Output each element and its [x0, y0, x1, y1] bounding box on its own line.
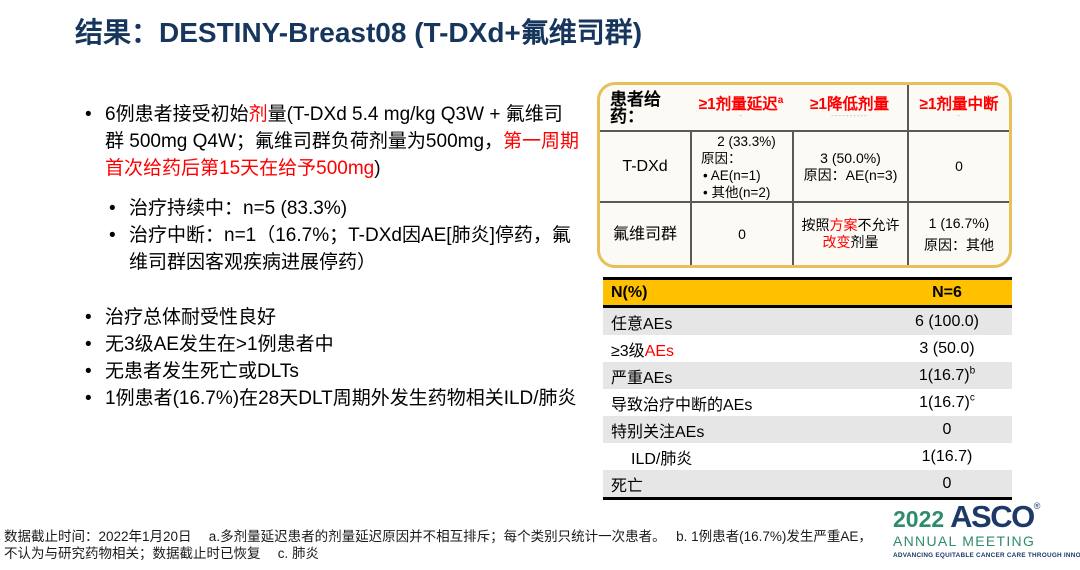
dosing-cell-fulvestrant-reduce: 按照方案不允许改变剂量: [792, 201, 907, 265]
dosing-cell-tdxd-interrupt: 0: [907, 130, 1009, 201]
ae-table-header-row: N(%) N=6: [603, 280, 1012, 308]
dosing-cell-fulvestrant-delay: 0: [690, 201, 792, 265]
table-row: ≥3级AEs 3 (50.0): [611, 339, 975, 360]
page-title: 结果：DESTINY-Breast08 (T-DXd+氟维司群): [75, 17, 643, 48]
bullet-deaths-dlts: 无患者发生死亡或DLTs: [80, 358, 580, 385]
table-row: ILD/肺炎 1(16.7): [631, 447, 973, 468]
footnotes: 数据截止时间：2022年1月20日 a.多剂量延迟患者的剂量延迟原因并不相互排斥…: [4, 528, 904, 562]
dosing-row-label-fulvestrant: 氟维司群: [600, 201, 690, 265]
dosing-cell-tdxd-delay: 2 (33.3%) 原因： AE(n=1) 其他(n=2): [690, 130, 792, 201]
table-row: 严重AEs 1(16.7)b: [603, 362, 1012, 389]
bullet-text-red: 剂: [248, 104, 268, 125]
logo-org-name: ASCO®: [950, 499, 1041, 534]
footnote-marker-c: c: [969, 392, 975, 404]
covered-text-remnant: -: [957, 111, 961, 120]
footnote-marker-b: b: [969, 365, 976, 377]
table-row: 导致治疗中断的AEs 1(16.7)c: [611, 392, 975, 414]
dosing-row-label-tdxd: T-DXd: [600, 130, 690, 201]
bullet-grade3: 无3级AE发生在>1例患者中: [80, 331, 580, 358]
bullet-text: ): [374, 158, 381, 179]
ae-summary-table: N(%) N=6 任意AEs 6 (100.0) ≥3级AEs 3 (50.0)…: [603, 277, 1012, 500]
dosing-col-header-reduce: ≥1降低剂量 ----------: [809, 96, 890, 120]
dosing-cell-fulvestrant-interrupt: 1 (16.7%) 原因：其他: [907, 201, 1009, 265]
logo-year: 2022: [893, 506, 945, 532]
ae-header-label: N(%): [611, 283, 648, 301]
bullet-text-red: 第一周期首次给药后第15天在给予500mg: [105, 131, 580, 179]
bullet-text: 6例患者接受初始: [105, 104, 249, 125]
footnote-marker-a: a: [777, 94, 784, 106]
bullet-content: 6例患者接受初始剂量(T-DXd 5.4 mg/kg Q3W + 氟维司群 50…: [80, 101, 580, 412]
logo-meeting-line: ANNUAL MEETING: [893, 533, 1036, 549]
logo-tagline: ADVANCING EQUITABLE CANCER CARE THROUGH …: [893, 552, 1080, 559]
bullet-text: 量(T-DXd 5.4 mg/kg Q3W + 氟维司群 500mg Q4W；氟…: [105, 104, 563, 152]
sub-bullet-discontinued: 治疗中断：n=1（16.7%；T-DXd因AE[肺炎]停药，氟维司群因客观疾病进…: [104, 222, 580, 276]
footnote-line-2: 不认为与研究药物相关；数据截止时已恢复 c. 肺炎: [4, 546, 320, 561]
footnote-line-1: 数据截止时间：2022年1月20日 a.多剂量延迟患者的剂量延迟原因并不相互排斥…: [4, 529, 872, 544]
dosing-col-header-delay: ≥1剂量延迟a -: [698, 94, 784, 120]
sub-bullet-ongoing: 治疗持续中：n=5 (83.3%): [104, 195, 580, 222]
dosing-corner-label: 患者给药：: [610, 89, 661, 126]
covered-text-remnant: ----------: [831, 111, 868, 120]
registered-mark-icon: ®: [1033, 501, 1041, 511]
dosing-table: 患者给药： ≥1剂量延迟a - ≥1降低剂量 ---------- ≥1剂量中断…: [597, 82, 1012, 268]
table-row: 死亡 0: [603, 470, 1012, 497]
table-row: 任意AEs 6 (100.0): [603, 308, 1012, 335]
bullet-initial-dose: 6例患者接受初始剂量(T-DXd 5.4 mg/kg Q3W + 氟维司群 50…: [80, 101, 580, 182]
table-row: 特别关注AEs 0: [603, 416, 1012, 443]
asco-logo: 2022 ASCO® ANNUAL MEETING ADVANCING EQUI…: [893, 499, 1080, 559]
ae-header-value: N=6: [932, 283, 962, 301]
dosing-cell-tdxd-reduce: 3 (50.0%) 原因：AE(n=3): [792, 130, 907, 201]
covered-text-remnant: -: [739, 111, 743, 120]
bullet-ild: 1例患者(16.7%)在28天DLT周期外发生药物相关ILD/肺炎: [80, 385, 580, 412]
bullet-tolerability: 治疗总体耐受性良好: [80, 304, 580, 331]
dosing-col-header-interrupt: ≥1剂量中断 -: [907, 85, 1009, 130]
